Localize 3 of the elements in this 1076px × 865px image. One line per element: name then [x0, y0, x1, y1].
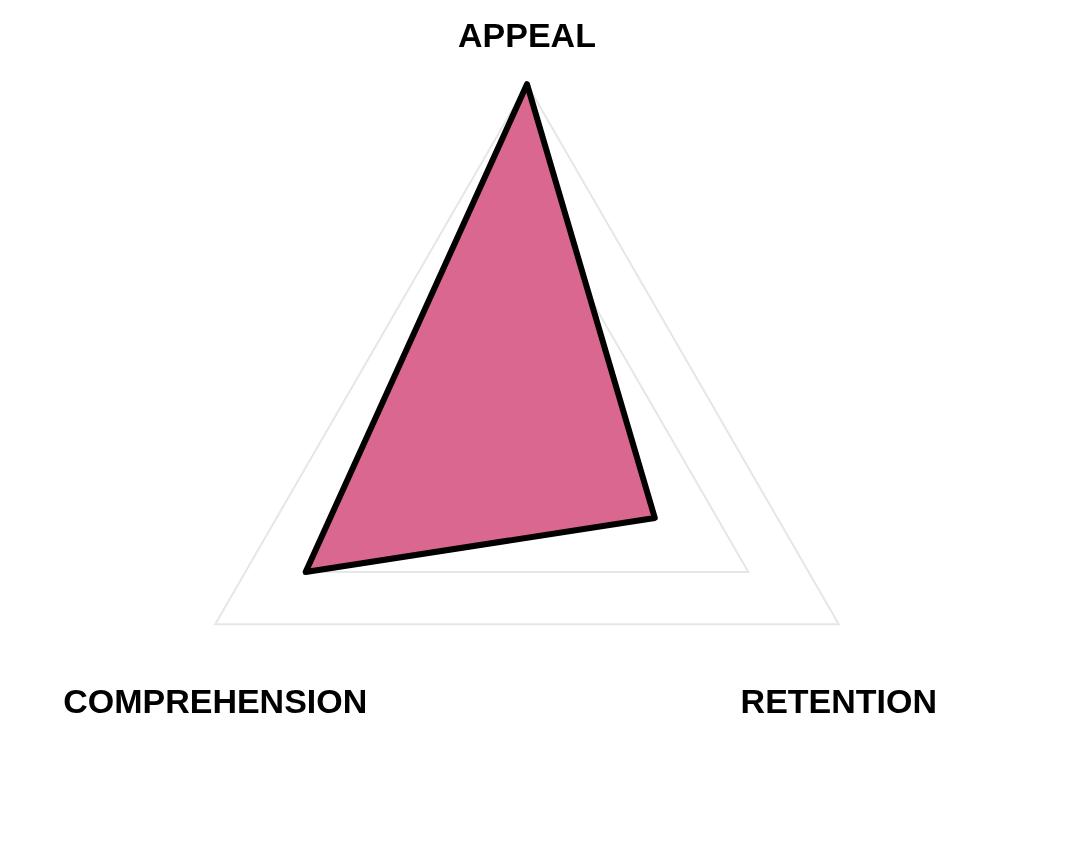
spoke-label: APPEAL — [458, 16, 596, 55]
spoke-label: COMPREHENSION — [63, 682, 368, 721]
spoke-label: RETENTION — [740, 682, 937, 721]
